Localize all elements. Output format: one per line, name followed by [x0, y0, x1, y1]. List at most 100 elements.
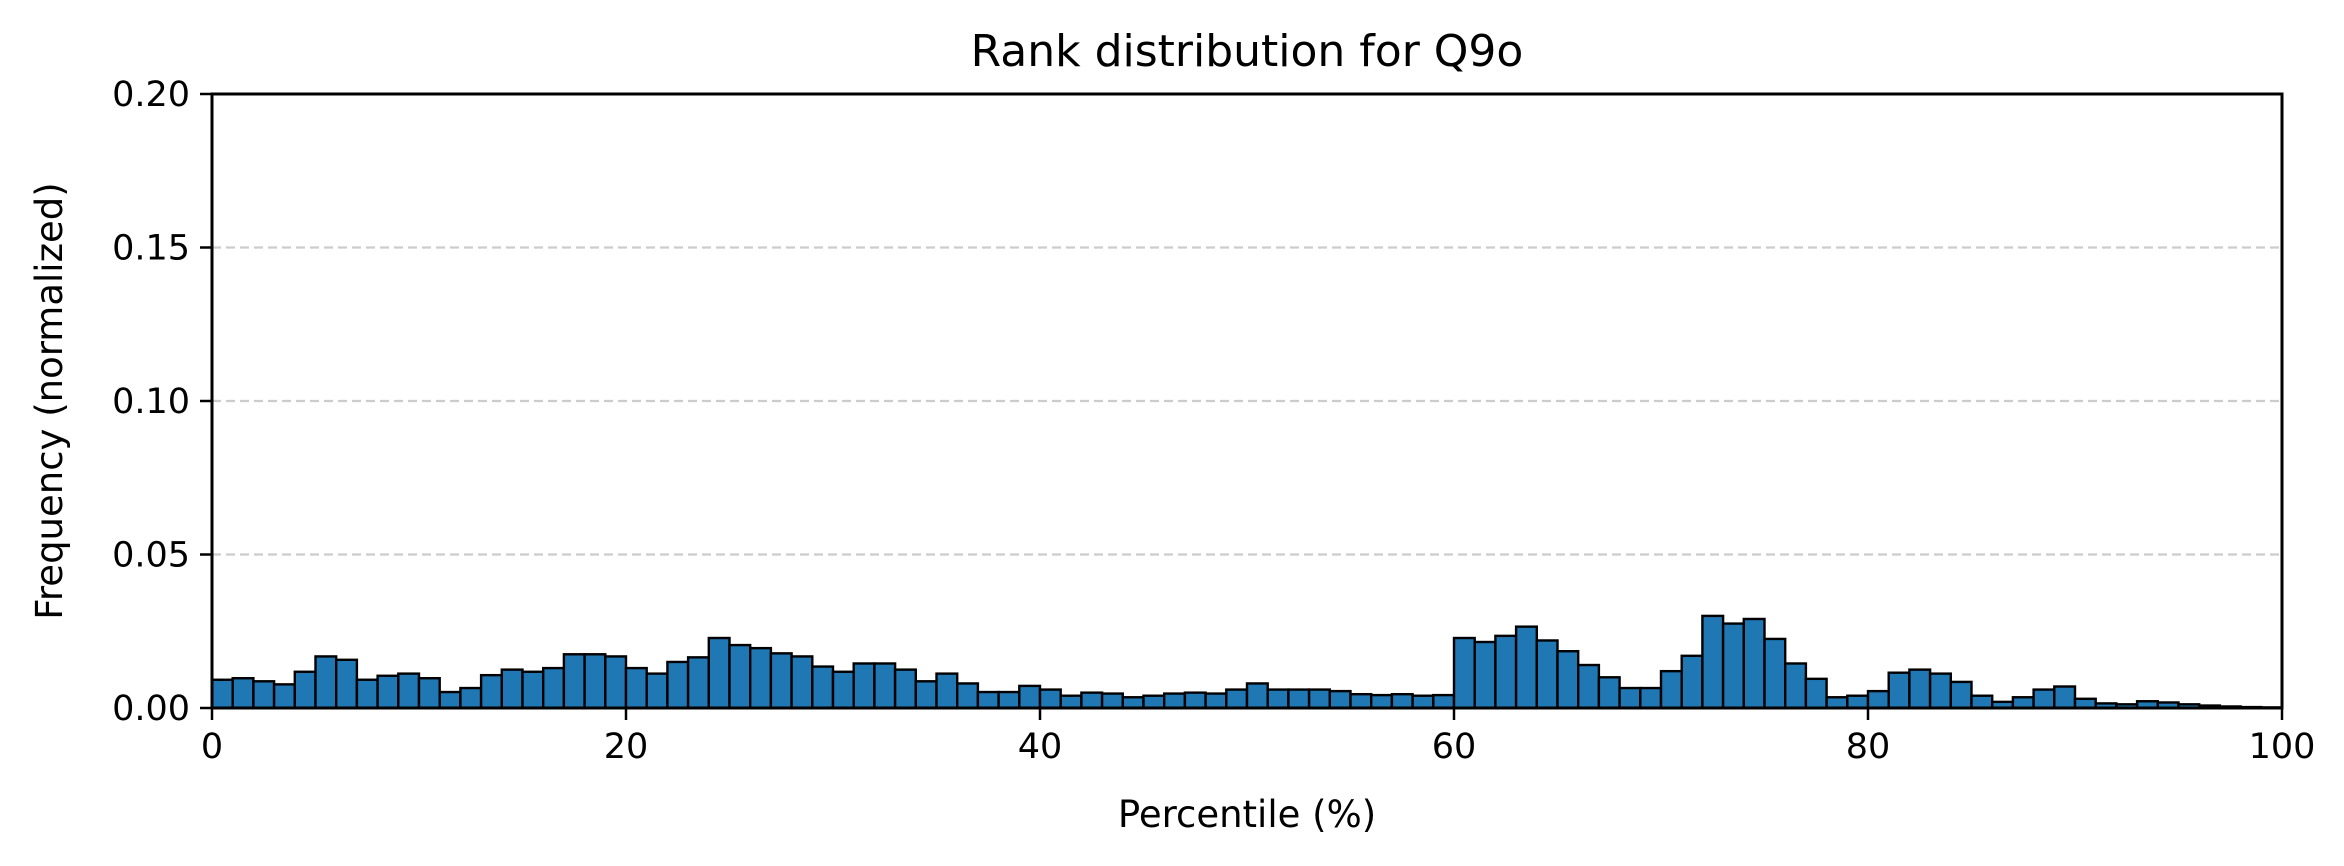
histogram-bar	[542, 666, 566, 710]
chart-title: Rank distribution for Q9o	[971, 26, 1524, 77]
histogram-bar	[997, 690, 1021, 710]
histogram-bar	[376, 674, 400, 710]
histogram-bar	[1245, 682, 1269, 710]
histogram-bar	[790, 655, 814, 710]
histogram-bar	[1183, 691, 1207, 710]
y-tick-label: 0.20	[112, 75, 190, 115]
histogram-bar	[293, 670, 317, 710]
x-tick-label: 0	[201, 727, 223, 767]
histogram-bar	[1390, 692, 1414, 710]
histogram-bar	[1908, 668, 1932, 710]
histogram-bar	[1763, 637, 1787, 710]
histogram-bar	[873, 662, 897, 710]
histogram-bar	[956, 682, 980, 710]
histogram-bar	[231, 677, 255, 710]
histogram-bar	[1949, 680, 1973, 710]
histogram-bar	[831, 670, 855, 710]
x-axis-label: Percentile (%)	[1118, 793, 1376, 836]
histogram-bar	[749, 646, 773, 710]
histogram-bar	[604, 655, 628, 710]
histogram-bar	[728, 643, 752, 710]
histogram-bar	[1225, 688, 1249, 710]
histogram-bar	[707, 636, 731, 710]
y-tick-label: 0.10	[112, 382, 190, 422]
histogram-bar	[2053, 685, 2077, 710]
histogram-bar	[355, 678, 379, 710]
histogram-bar	[1701, 614, 1725, 710]
histogram-bar	[583, 653, 607, 710]
histogram-bar	[1680, 654, 1704, 710]
histogram-bar	[1018, 684, 1042, 710]
histogram-bar	[397, 672, 421, 710]
histogram-bar	[1576, 663, 1601, 710]
histogram-bar	[1307, 688, 1331, 710]
histogram-bar	[976, 690, 1000, 710]
y-tick-label: 0.05	[112, 536, 190, 576]
histogram-bar	[2032, 688, 2056, 710]
histogram-bar	[1846, 694, 1870, 710]
histogram-bar	[1411, 694, 1435, 710]
histogram-bar	[893, 668, 917, 710]
y-tick-label: 0.00	[112, 689, 190, 729]
x-tick-label: 80	[1846, 727, 1891, 767]
x-tick-label: 60	[1432, 727, 1477, 767]
histogram-bar	[1121, 696, 1145, 710]
histogram-bar	[645, 672, 669, 710]
histogram-bar	[1659, 669, 1683, 710]
histogram-bar	[811, 665, 835, 710]
histogram-bar	[1597, 676, 1621, 710]
histogram-bar	[1473, 640, 1497, 710]
histogram-bar	[1535, 639, 1559, 710]
histogram-bar	[666, 660, 690, 710]
histogram-bar	[1432, 693, 1456, 710]
histogram-bar	[624, 666, 648, 710]
histogram-bar	[335, 658, 359, 710]
histogram-bar	[1866, 689, 1890, 710]
histogram-bar	[1100, 692, 1124, 710]
histogram-bar	[1783, 662, 1808, 710]
histogram-bar	[914, 680, 938, 710]
histogram-bar	[1080, 691, 1104, 710]
histogram-bar	[1970, 694, 1994, 710]
histogram-bar	[252, 680, 276, 710]
histogram-bar	[1162, 692, 1187, 710]
histogram-bar	[935, 672, 959, 710]
histogram-bar	[562, 653, 586, 710]
histogram-bar	[210, 678, 234, 710]
histogram-bar	[1494, 634, 1518, 710]
histogram-bar	[1742, 617, 1766, 710]
histogram-bar	[1059, 694, 1083, 710]
histogram-bar	[1639, 686, 1663, 710]
histogram-bar	[479, 673, 504, 710]
histogram-bar	[1038, 688, 1062, 710]
x-axis-ticks: 0 20 40 60 80 100	[201, 708, 2316, 767]
histogram-bar	[686, 656, 710, 710]
histogram-bar	[852, 662, 876, 710]
histogram-bar	[1142, 694, 1166, 710]
histogram-bar	[1928, 672, 1952, 710]
histogram-bar	[1556, 650, 1580, 710]
histogram-bar	[417, 677, 441, 710]
histogram-bar	[769, 652, 793, 710]
histogram-bar	[1721, 622, 1745, 710]
histogram-bar	[500, 668, 524, 710]
histogram-bar	[438, 690, 462, 710]
histogram-bar	[1514, 625, 1538, 710]
y-axis-ticks: 0.00 0.05 0.10 0.15 0.20	[112, 75, 212, 729]
histogram-bar	[1266, 688, 1290, 710]
histogram-bar	[2011, 696, 2035, 710]
y-tick-label: 0.15	[112, 229, 190, 269]
histogram-bar	[1618, 686, 1642, 710]
histogram-bar	[1825, 696, 1849, 710]
histogram-bar	[314, 655, 338, 710]
y-axis-label: Frequency (normalized)	[28, 182, 71, 619]
histogram-bar	[1452, 636, 1476, 710]
x-tick-label: 40	[1018, 727, 1063, 767]
histogram-bar	[1349, 692, 1373, 710]
histogram-bar	[1804, 677, 1828, 710]
x-tick-label: 100	[2249, 727, 2316, 767]
histogram-bar	[521, 670, 545, 710]
histogram-bar	[1369, 693, 1394, 710]
